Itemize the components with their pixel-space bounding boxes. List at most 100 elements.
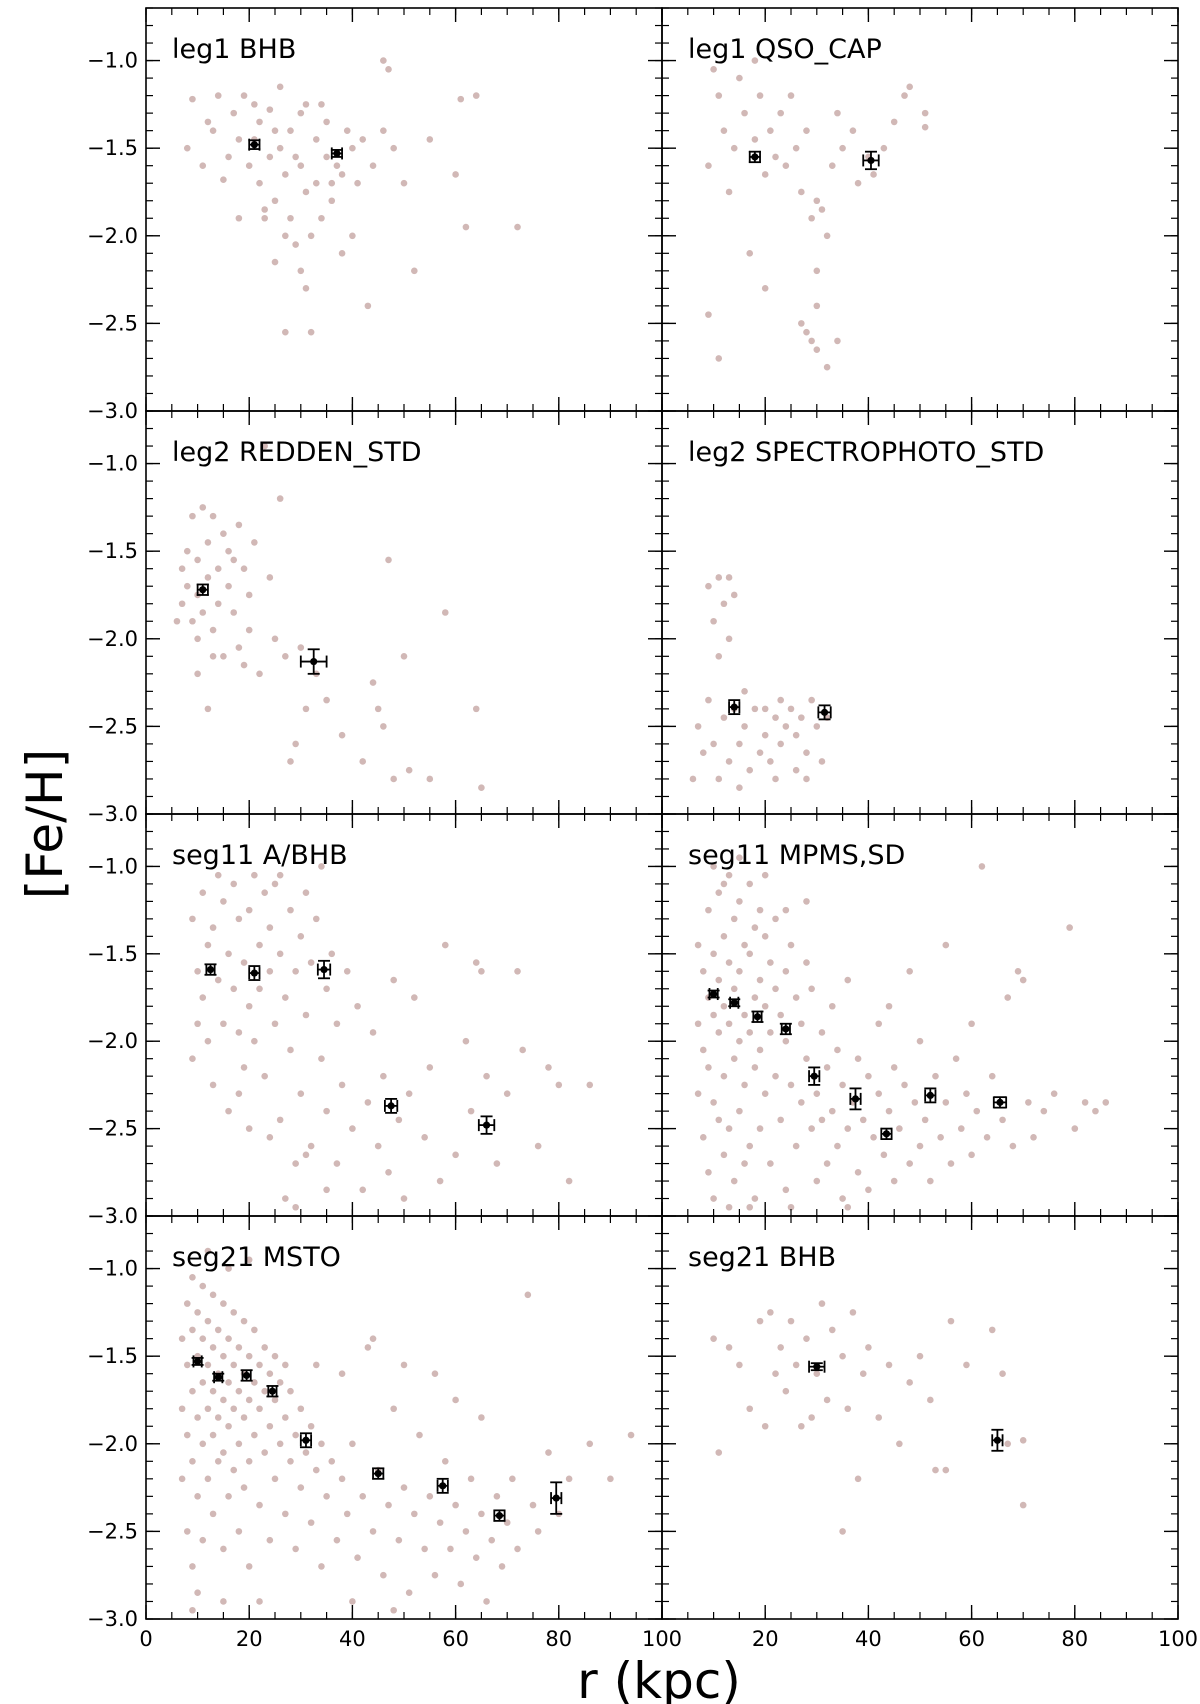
data-point [328, 950, 336, 958]
data-point [1014, 968, 1022, 975]
data-point [514, 968, 521, 975]
data-point [235, 521, 243, 529]
data-point [999, 1370, 1006, 1377]
data-point [761, 1002, 769, 1010]
data-point [1071, 1125, 1079, 1132]
data-point [251, 1379, 258, 1386]
data-point [720, 1002, 728, 1010]
data-point [178, 565, 186, 572]
data-point [756, 1046, 764, 1054]
data-point [519, 1046, 526, 1054]
mean-marker [728, 699, 741, 716]
data-point [694, 1090, 702, 1097]
data-point [312, 1361, 320, 1369]
data-point [880, 1151, 888, 1159]
data-point [256, 179, 263, 187]
data-point [911, 1099, 919, 1106]
data-point [204, 941, 212, 949]
data-point [256, 670, 263, 678]
data-point [292, 241, 299, 248]
data-point [245, 1125, 253, 1132]
data-point [385, 1169, 392, 1176]
data-point [307, 1519, 315, 1526]
data-point [885, 1361, 893, 1369]
data-point [447, 1545, 454, 1553]
data-point [493, 1493, 501, 1500]
data-point [839, 1081, 846, 1089]
data-point [390, 1405, 397, 1413]
data-point [261, 1449, 268, 1456]
data-point [343, 127, 351, 134]
data-point [839, 1352, 846, 1360]
y-tick-label: −3.0 [87, 802, 138, 826]
data-point [1066, 924, 1073, 931]
data-point [818, 1029, 826, 1036]
data-point [209, 1291, 217, 1299]
data-point [354, 1002, 361, 1010]
data-point [710, 617, 717, 625]
data-point [823, 1160, 831, 1167]
data-point [942, 1466, 950, 1474]
data-point [725, 758, 733, 765]
data-point [380, 723, 387, 730]
data-point [1040, 1107, 1048, 1115]
data-point [767, 959, 774, 966]
data-point [772, 1072, 779, 1080]
data-point [478, 1510, 485, 1518]
data-point [921, 1116, 929, 1124]
data-point [957, 1125, 965, 1132]
data-point [441, 609, 449, 616]
panel-4: leg2 SPECTROPHOTO_STD [661, 410, 1179, 815]
data-point [782, 906, 790, 914]
data-point [349, 1598, 356, 1605]
data-point [369, 1335, 377, 1342]
x-tick-label: 80 [545, 1627, 572, 1651]
data-point [199, 504, 207, 511]
data-point [586, 1081, 594, 1089]
data-point [792, 994, 800, 1001]
data-point [199, 889, 207, 896]
panel-3: −1.0 −1.5 −2.0 −2.5 −3.0 leg2 REDDEN_STD [87, 410, 663, 826]
data-point [761, 933, 769, 940]
data-point [798, 320, 805, 327]
data-point [751, 136, 759, 143]
panel-2: leg1 QSO_CAP [661, 7, 1179, 412]
data-point [472, 1554, 480, 1561]
mean-point [730, 703, 738, 711]
data-point [209, 1344, 217, 1351]
mean-point [993, 1436, 1002, 1444]
data-point [297, 1405, 305, 1413]
data-point [183, 582, 191, 590]
data-point [947, 1317, 955, 1325]
data-point [276, 144, 284, 152]
data-point [225, 1335, 232, 1342]
data-point [302, 889, 310, 896]
data-point [880, 144, 888, 152]
data-point [431, 1571, 439, 1579]
mean-marker [299, 648, 328, 675]
data-point [183, 547, 191, 555]
data-point [359, 758, 367, 765]
data-point [189, 1055, 196, 1062]
mean-marker [266, 1385, 279, 1398]
data-point [792, 144, 800, 152]
y-tick-label: −2.5 [87, 1117, 138, 1141]
data-point [251, 871, 258, 879]
data-point [240, 661, 248, 669]
data-point [220, 1020, 227, 1028]
data-point [792, 1142, 800, 1150]
data-point [256, 941, 263, 949]
data-point [488, 1536, 496, 1544]
data-point [478, 784, 485, 792]
data-point [710, 66, 717, 73]
data-point [209, 653, 217, 660]
data-point [338, 1081, 346, 1089]
data-point [189, 95, 196, 103]
data-point [787, 1317, 795, 1325]
data-point [803, 749, 810, 756]
data-point [323, 985, 330, 993]
data-point [921, 123, 929, 131]
data-point [823, 363, 831, 371]
scatter-series [173, 442, 485, 792]
panel-title: seg21 BHB [688, 1242, 836, 1273]
